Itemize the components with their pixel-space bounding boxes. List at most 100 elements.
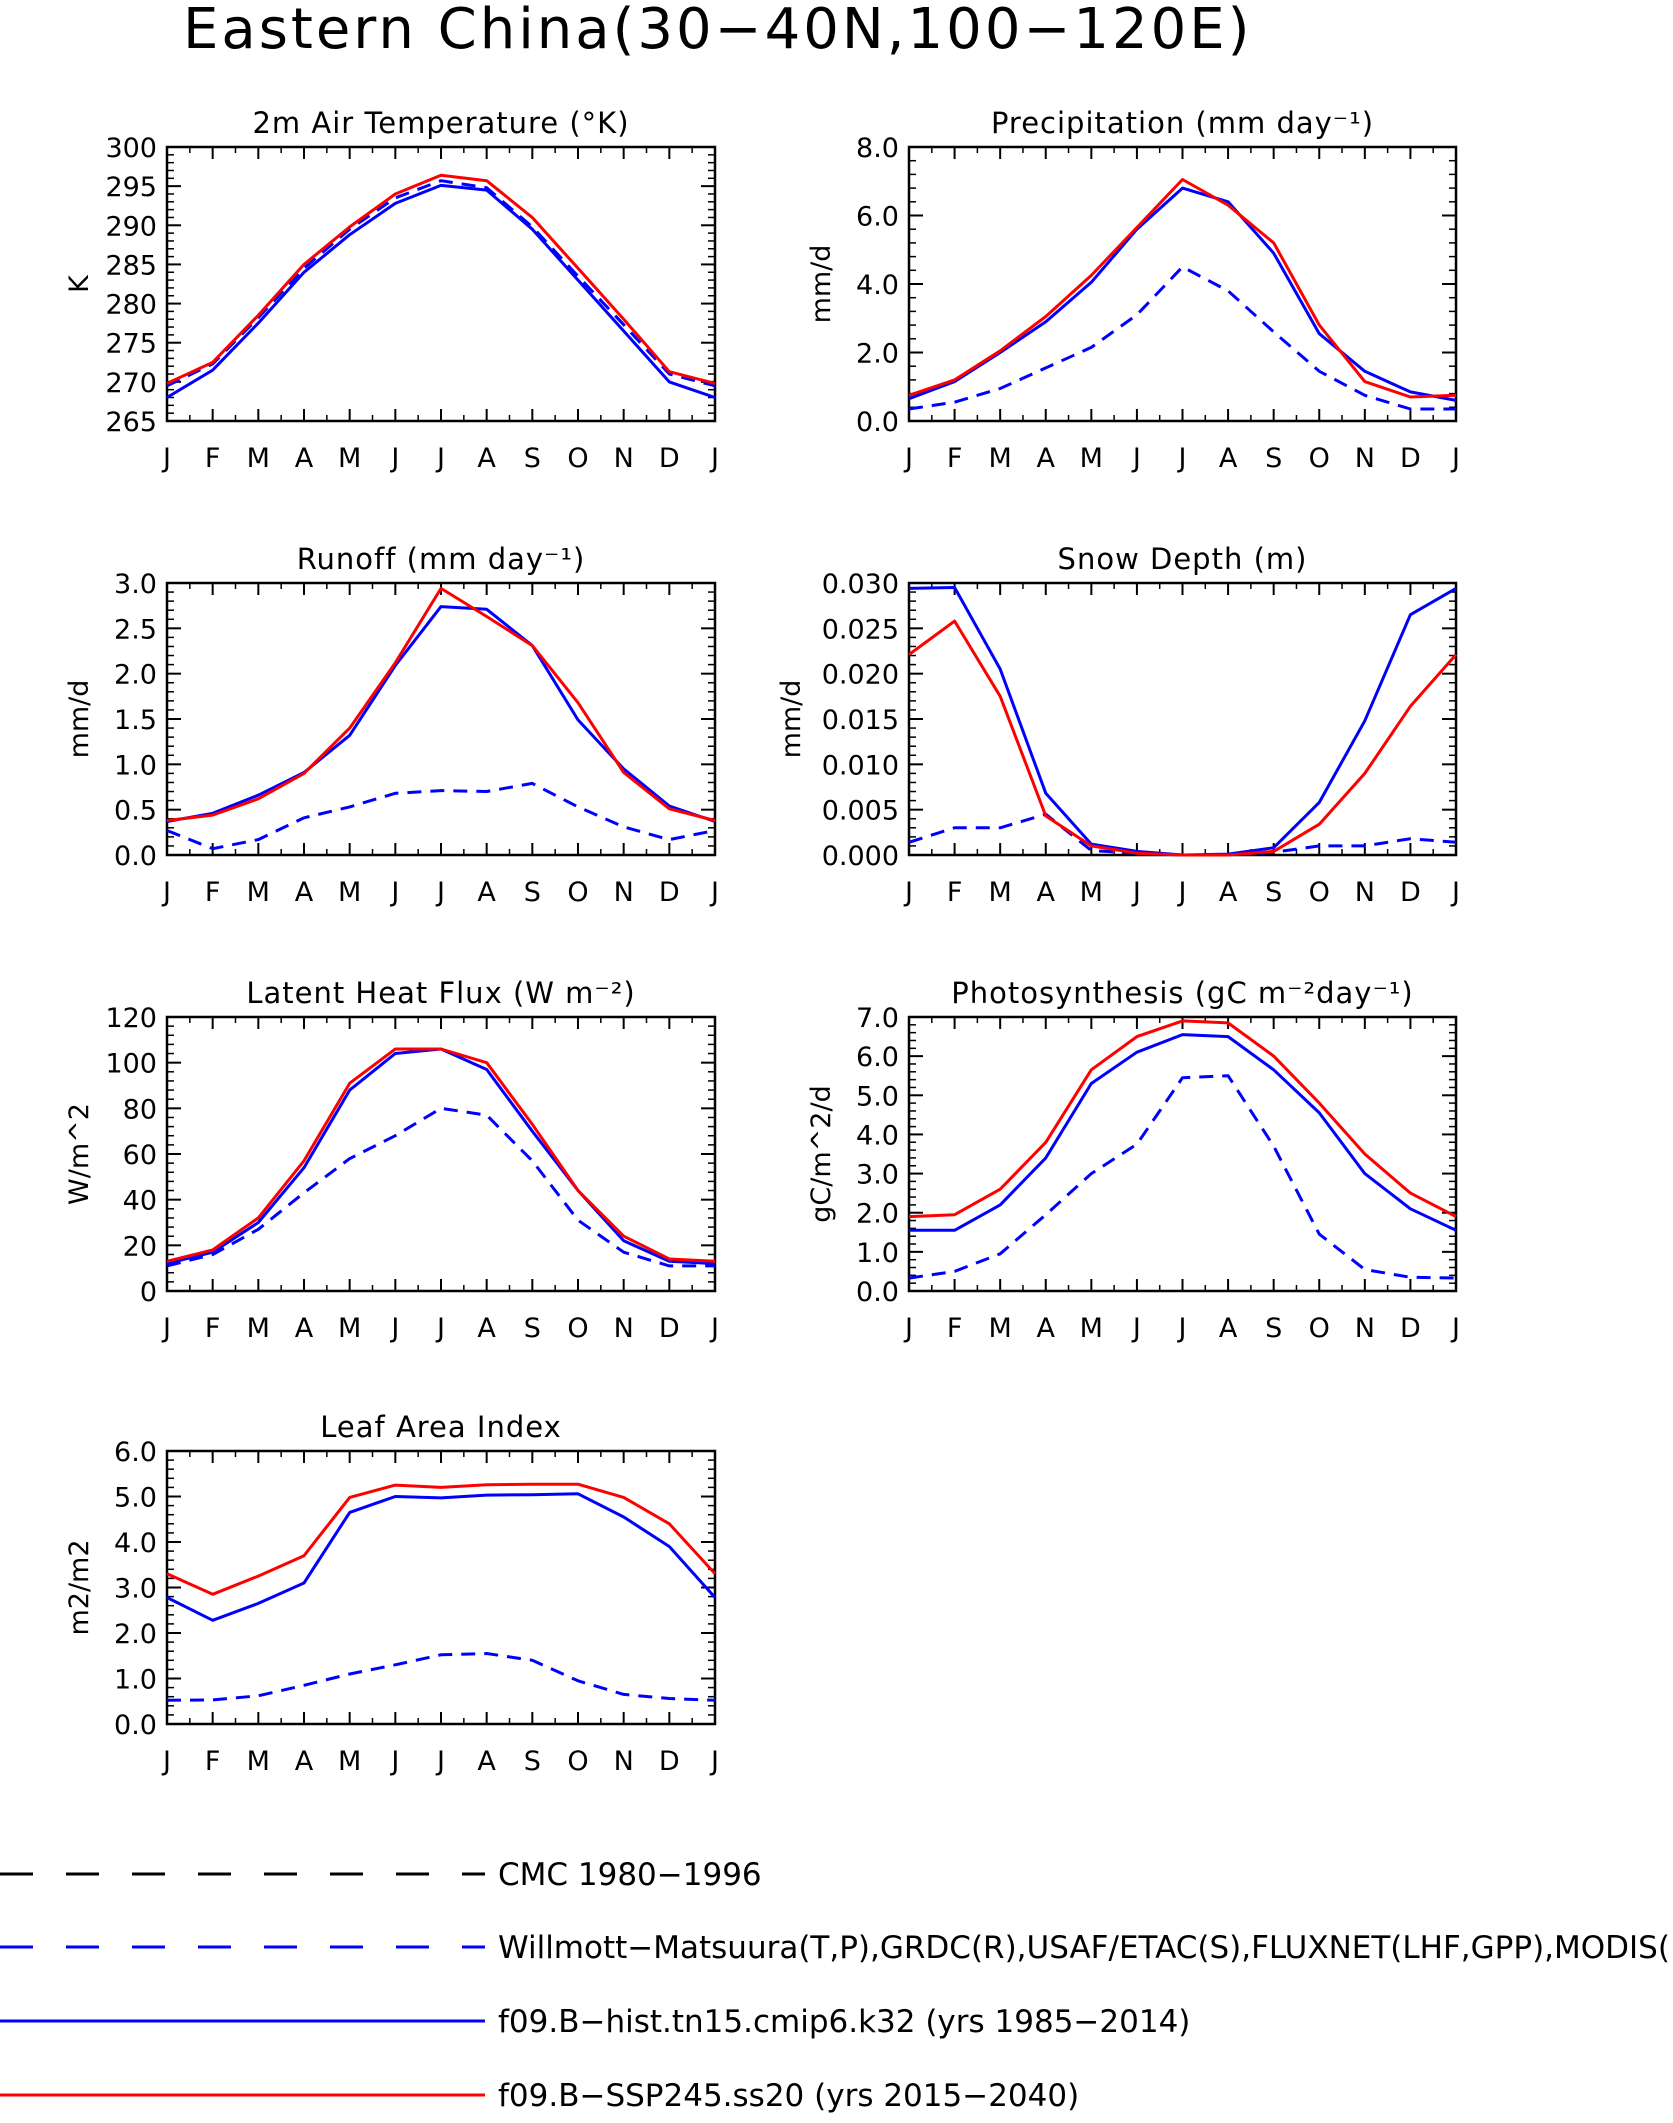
x-tick-label: N: [614, 1746, 634, 1777]
x-tick-label: J: [1177, 1313, 1187, 1344]
plot-frame: [907, 581, 1458, 857]
x-tick-label: J: [709, 443, 719, 474]
series-line-hist: [166, 183, 716, 399]
y-tick-label: 4.0: [856, 270, 899, 301]
y-tick-label: 0.0: [114, 841, 157, 872]
x-tick-label: J: [1131, 443, 1141, 474]
y-tick-label: 3.0: [114, 569, 157, 600]
x-tick-label: A: [477, 877, 496, 908]
x-tick-label: N: [1355, 1313, 1375, 1344]
x-tick-label: J: [1131, 1313, 1141, 1344]
x-tick-label: J: [1177, 877, 1187, 908]
x-tick-label: J: [389, 1313, 399, 1344]
panel-title: Photosynthesis (gC m⁻²day⁻¹): [951, 976, 1413, 1010]
x-tick-label: O: [1309, 877, 1330, 908]
panel-2: Precipitation (mm day⁻¹)J F M A M J J A S O N D J0.0…: [806, 106, 1460, 474]
y-tick-label: 1.0: [856, 1238, 899, 1269]
series-line-hist: [908, 586, 1457, 857]
x-tick-label: J: [903, 877, 913, 908]
x-tick-label: M: [1080, 1313, 1103, 1344]
series-line-ssp: [166, 586, 716, 822]
x-tick-label: M: [338, 877, 361, 908]
x-tick-label: N: [614, 1313, 634, 1344]
x-tick-label: A: [477, 443, 496, 474]
y-tick-label: 0.015: [822, 705, 899, 736]
series-line-ssp: [166, 1482, 717, 1596]
y-tick-label: 2.0: [114, 1619, 157, 1650]
x-tick-label: O: [567, 877, 588, 908]
x-tick-label: A: [1219, 1313, 1238, 1344]
y-tick-label: 285: [105, 250, 157, 281]
x-tick-label: J: [389, 443, 399, 474]
x-tick-label: D: [1400, 877, 1421, 908]
x-tick-label: M: [247, 1313, 270, 1344]
y-tick-label: 1.5: [114, 705, 157, 736]
x-tick-label: J: [709, 1313, 719, 1344]
y-tick-label: 6.0: [856, 202, 899, 233]
x-tick-label: J: [709, 1746, 719, 1777]
panel-title: Runoff (mm day⁻¹): [297, 542, 586, 576]
x-tick-label: S: [1265, 1313, 1282, 1344]
y-tick-label: 4.0: [114, 1528, 157, 1559]
series-line-hist: [909, 1033, 1457, 1232]
series-line-obs: [908, 812, 1457, 857]
x-tick-label: O: [1309, 1313, 1330, 1344]
plot-frame: [165, 581, 717, 857]
x-tick-label: M: [338, 443, 361, 474]
y-tick-label: 290: [105, 211, 157, 242]
x-tick-label: S: [1265, 443, 1282, 474]
x-tick-label: F: [947, 1313, 963, 1344]
series-line-ssp: [908, 178, 1457, 399]
y-tick-label: 3.0: [114, 1574, 157, 1605]
x-tick-label: M: [247, 1746, 270, 1777]
y-tick-label: 120: [105, 1003, 157, 1034]
figure-title: Eastern China(30−40N,100−120E): [183, 0, 1252, 62]
x-tick-label: N: [614, 443, 634, 474]
x-tick-label: A: [1037, 443, 1056, 474]
y-tick-label: 280: [105, 290, 157, 321]
x-tick-label: O: [1309, 443, 1330, 474]
x-tick-label: J: [1177, 443, 1187, 474]
x-tick-label: J: [161, 1746, 171, 1777]
x-tick-label: J: [903, 443, 913, 474]
legend-label: f09.B−SSP245.ss20 (yrs 2015−2040): [498, 2078, 1079, 2114]
x-tick-label: D: [659, 1313, 680, 1344]
x-tick-label: F: [205, 1746, 221, 1777]
x-tick-label: O: [567, 1746, 588, 1777]
series-line-ssp: [166, 173, 716, 385]
y-tick-label: 0.5: [114, 796, 157, 827]
y-tick-label: 0: [140, 1277, 157, 1308]
x-tick-label: J: [903, 1313, 913, 1344]
x-tick-label: D: [659, 443, 680, 474]
x-tick-label: A: [1219, 443, 1238, 474]
x-tick-label: M: [989, 877, 1012, 908]
y-tick-label: 0.010: [822, 750, 899, 781]
x-tick-label: J: [435, 443, 445, 474]
y-axis-label: mm/d: [776, 680, 807, 759]
series-line-obs: [908, 1074, 1457, 1280]
x-tick-label: A: [477, 1313, 496, 1344]
x-tick-label: J: [709, 877, 719, 908]
y-axis-label: gC/m^2/d: [806, 1085, 837, 1222]
x-tick-label: M: [338, 1313, 361, 1344]
x-tick-label: A: [295, 1313, 314, 1344]
panel-3: Runoff (mm day⁻¹)J F M A M J J A S O N D J0.00.51.01…: [64, 542, 719, 908]
panel-4: Snow Depth (m)J F M A M J J A S O N D J0.0000.0050.0…: [776, 542, 1460, 908]
x-tick-label: S: [524, 443, 541, 474]
x-tick-label: D: [659, 1746, 680, 1777]
x-tick-label: J: [1450, 877, 1460, 908]
x-tick-label: S: [524, 1746, 541, 1777]
y-tick-label: 265: [105, 407, 157, 438]
legend-label: f09.B−hist.tn15.cmip6.k32 (yrs 1985−2014…: [498, 2004, 1190, 2040]
y-tick-label: 5.0: [856, 1081, 899, 1112]
series-line-hist: [908, 186, 1457, 402]
plot-frame: [165, 1449, 717, 1726]
y-tick-label: 2.0: [114, 660, 157, 691]
y-tick-label: 2.0: [856, 339, 899, 370]
y-tick-label: 4.0: [856, 1120, 899, 1151]
y-tick-label: 6.0: [114, 1437, 157, 1468]
panel-title: Latent Heat Flux (W m⁻²): [246, 976, 635, 1010]
x-tick-label: J: [435, 1313, 445, 1344]
series-line-ssp: [908, 1019, 1457, 1219]
y-tick-label: 0.0: [856, 407, 899, 438]
